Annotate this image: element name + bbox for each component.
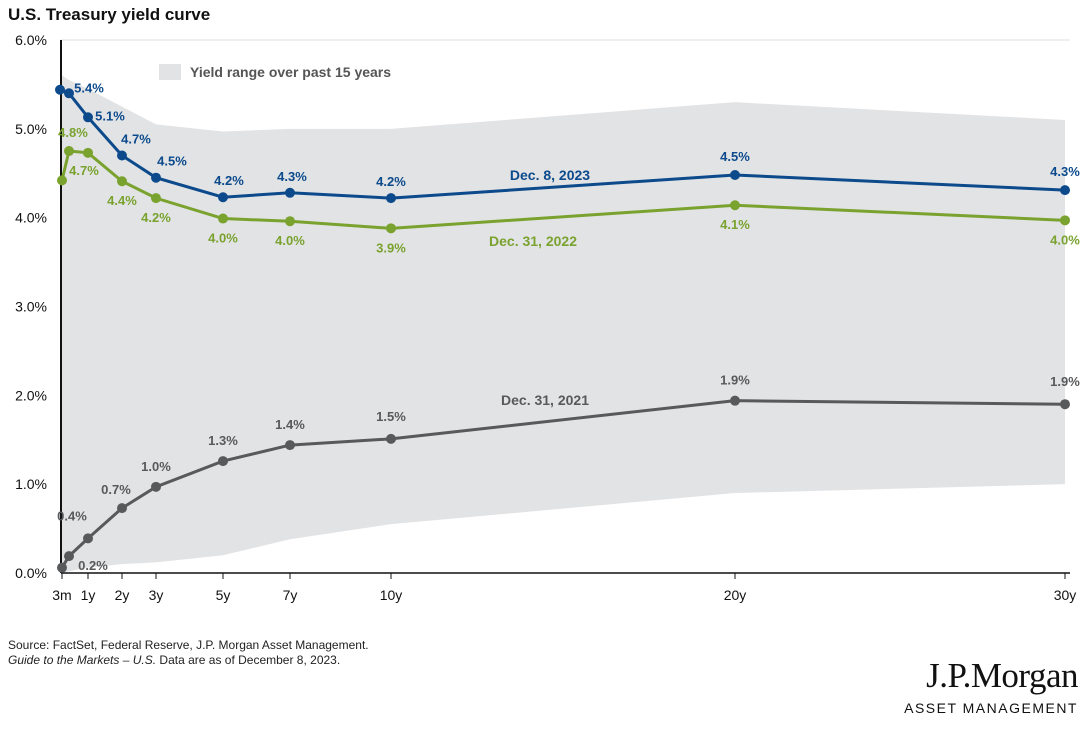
logo-subtitle: ASSET MANAGEMENT <box>904 700 1078 716</box>
y-tick-label: 4.0% <box>15 210 47 226</box>
x-tick-label: 7y <box>283 587 298 603</box>
data-point <box>386 433 396 444</box>
data-label: 4.1% <box>720 217 750 232</box>
data-point <box>1060 399 1070 410</box>
yield-range-band <box>62 75 1065 574</box>
data-point <box>285 216 295 227</box>
chart-title: U.S. Treasury yield curve <box>8 5 211 24</box>
data-point <box>57 562 67 573</box>
x-tick-label: 10y <box>380 587 403 603</box>
data-label: 3.9% <box>376 240 406 255</box>
data-label: 4.0% <box>208 231 238 246</box>
series-line-0 <box>59 88 1066 200</box>
data-label: 4.0% <box>275 233 305 248</box>
data-point <box>151 481 161 492</box>
data-label: 4.7% <box>121 131 151 146</box>
data-label: 1.3% <box>208 433 238 448</box>
data-point <box>64 146 74 157</box>
data-label: 5.4% <box>74 80 104 95</box>
data-point <box>57 175 67 186</box>
data-label: 4.3% <box>277 169 307 184</box>
data-label: 4.7% <box>69 163 99 178</box>
data-label: 4.2% <box>214 173 244 188</box>
data-point <box>218 213 228 224</box>
data-point <box>1060 215 1070 226</box>
data-label: 4.8% <box>58 125 88 140</box>
x-tick-label: 20y <box>724 587 747 603</box>
data-point <box>117 176 127 187</box>
data-label: 4.2% <box>376 174 406 189</box>
data-point <box>218 192 228 203</box>
data-point <box>285 187 295 198</box>
y-tick-label: 2.0% <box>15 387 47 403</box>
x-tick-label: 5y <box>216 587 231 603</box>
data-label: 0.7% <box>101 482 131 497</box>
jpmorgan-logo: J.P.Morgan <box>926 656 1078 695</box>
data-point <box>151 172 161 183</box>
y-tick-label: 5.0% <box>15 121 47 137</box>
series-line-2 <box>60 399 1066 569</box>
date-note-text: Data are as of December 8, 2023. <box>156 653 341 667</box>
data-point <box>151 193 161 204</box>
guide-title: Guide to the Markets – U.S. <box>8 653 157 667</box>
data-label: 4.2% <box>141 210 171 225</box>
source-note: Source: FactSet, Federal Reserve, J.P. M… <box>8 638 369 652</box>
data-point <box>386 223 396 234</box>
data-label: 0.4% <box>57 508 87 523</box>
data-point <box>117 503 127 514</box>
y-tick-label: 0.0% <box>15 565 47 581</box>
series-name-label: Dec. 31, 2022 <box>489 233 577 249</box>
data-point <box>730 200 740 211</box>
data-label: 4.0% <box>1050 232 1080 247</box>
data-label: 1.5% <box>376 409 406 424</box>
data-point <box>83 533 93 544</box>
series-line-1 <box>60 149 1066 230</box>
data-point <box>730 395 740 406</box>
x-tick-label: 3m <box>52 587 71 603</box>
data-point <box>285 440 295 451</box>
data-label: 5.1% <box>95 108 125 123</box>
series-name-label: Dec. 8, 2023 <box>510 167 590 183</box>
data-point <box>386 193 396 204</box>
y-tick-label: 1.0% <box>15 476 47 492</box>
series-name-label: Dec. 31, 2021 <box>501 392 589 408</box>
data-label: 1.0% <box>141 459 171 474</box>
x-tick-label: 3y <box>149 587 164 603</box>
data-label: 0.2% <box>78 558 108 573</box>
date-note: Guide to the Markets – U.S. Data are as … <box>8 653 340 667</box>
data-point <box>730 170 740 181</box>
x-tick-label: 2y <box>115 587 130 603</box>
x-tick-label: 1y <box>81 587 96 603</box>
data-label: 1.4% <box>275 417 305 432</box>
data-point <box>83 147 93 158</box>
data-point <box>117 150 127 161</box>
data-label: 1.9% <box>720 373 750 388</box>
data-point <box>218 456 228 467</box>
data-point <box>55 84 65 95</box>
data-point <box>64 551 74 562</box>
y-tick-label: 6.0% <box>15 32 47 48</box>
data-point <box>64 88 74 99</box>
y-tick-label: 3.0% <box>15 299 47 315</box>
data-label: 4.4% <box>107 193 137 208</box>
legend-swatch <box>159 64 181 80</box>
data-label: 1.9% <box>1050 374 1080 389</box>
yield-curve-chart: Yield range over past 15 years 0.0% 1.0% 2.… <box>15 32 1080 603</box>
legend-label: Yield range over past 15 years <box>190 64 391 80</box>
data-label: 4.3% <box>1050 164 1080 179</box>
data-label: 4.5% <box>720 149 750 164</box>
data-point <box>83 112 93 123</box>
x-tick-label: 30y <box>1054 587 1077 603</box>
data-point <box>1060 185 1070 196</box>
data-label: 4.5% <box>157 154 187 169</box>
